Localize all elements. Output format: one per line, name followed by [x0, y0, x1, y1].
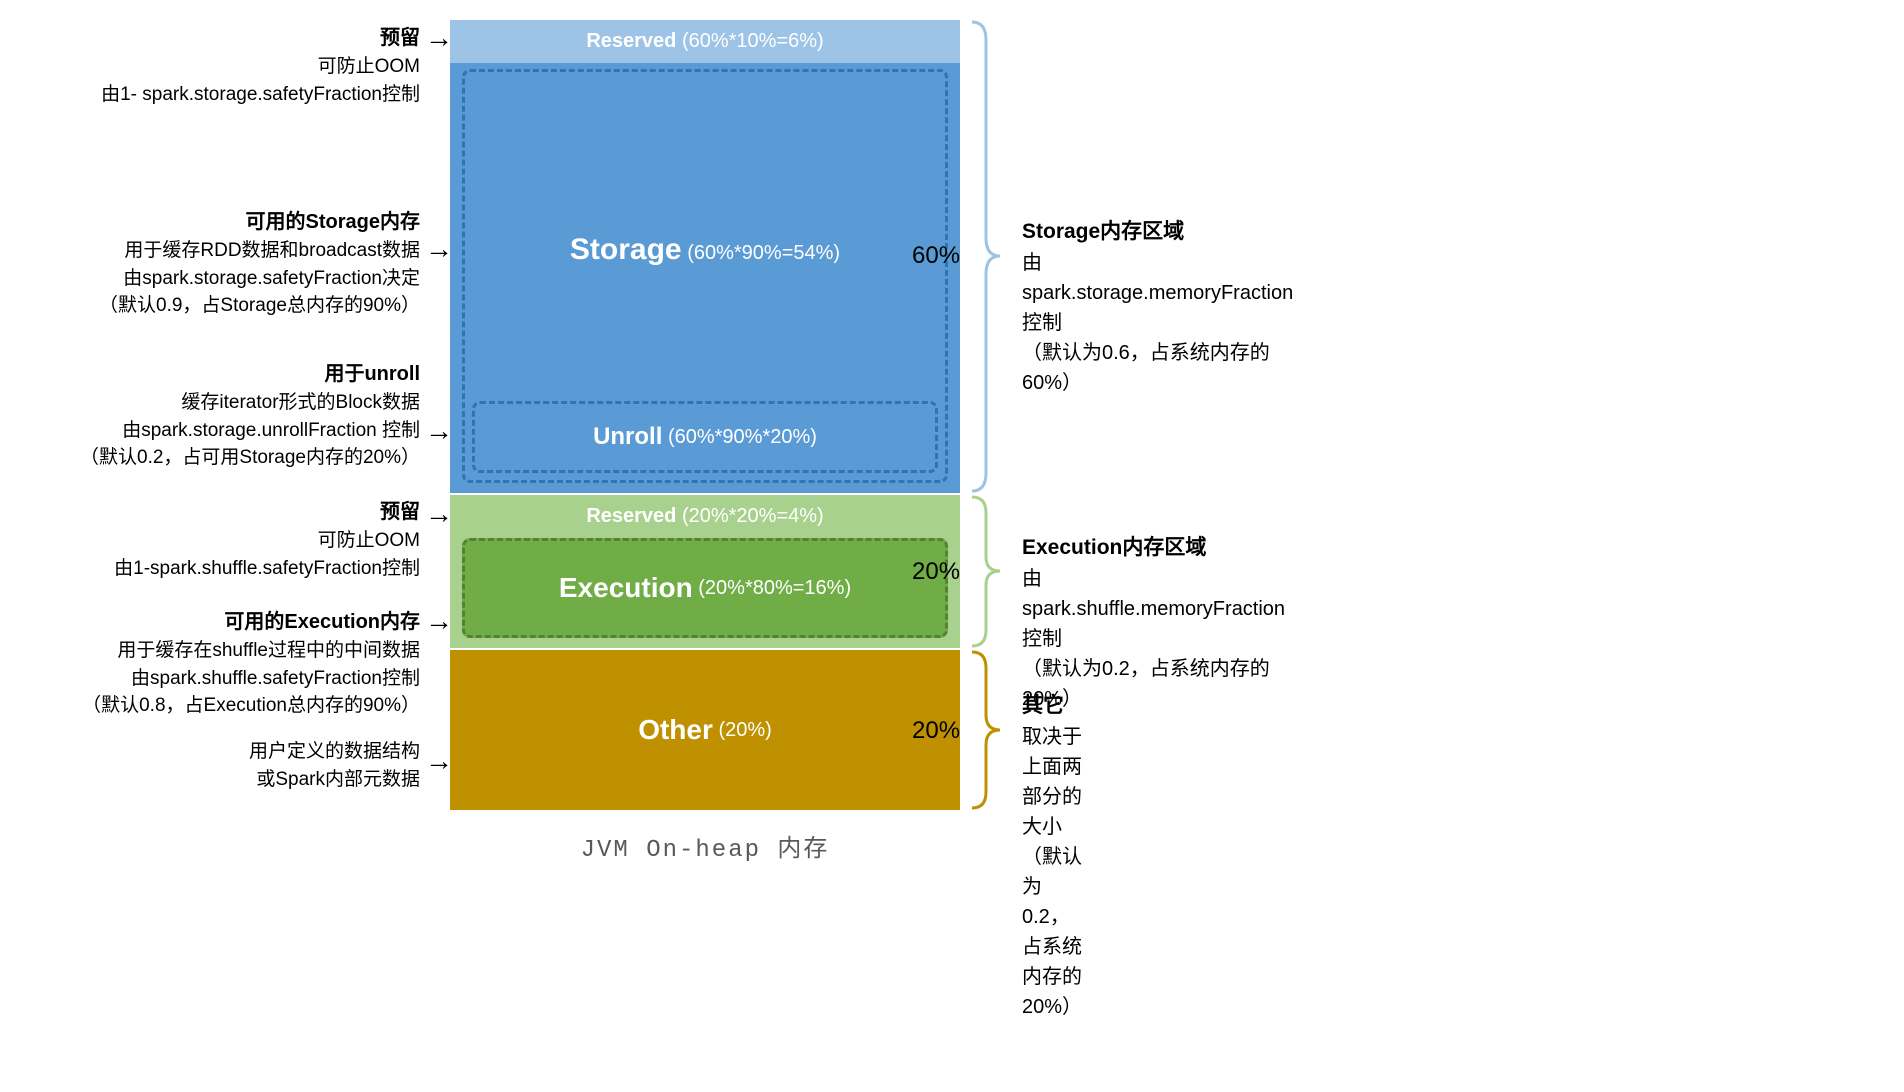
anno-line: 用于缓存RDD数据和broadcast数据: [99, 237, 420, 265]
anno-title: Execution内存区域: [1022, 532, 1285, 564]
anno-line: 可防止OOM: [114, 527, 420, 555]
anno-line: 由1-spark.shuffle.safetyFraction控制: [114, 555, 420, 583]
block-label: Unroll: [593, 423, 662, 451]
anno-line: 由spark.storage.safetyFraction决定: [99, 265, 420, 293]
anno-storage-reserved: 预留 可防止OOM 由1- spark.storage.safetyFracti…: [101, 24, 420, 108]
arrow-icon: →: [425, 415, 453, 447]
right-anno-execution: Execution内存区域 由spark.shuffle.memoryFract…: [1022, 532, 1285, 714]
anno-line: （默认0.2，占可用Storage内存的20%）: [80, 444, 420, 472]
memory-diagram: Reserved (60%*10%=6%) Storage (60%*90%=5…: [450, 20, 960, 864]
storage-block: Storage (60%*90%=54%) Unroll (60%*90%*20…: [450, 63, 960, 493]
anno-line: （默认为0.2，占系统内存的20%）: [1022, 842, 1082, 1022]
anno-line: （默认为0.6，占系统内存的60%）: [1022, 338, 1293, 398]
unroll-block: Unroll (60%*90%*20%): [472, 401, 938, 473]
brace-execution: [970, 495, 1000, 648]
pct-storage: 60%: [912, 242, 960, 270]
block-calc: (20%*80%=16%): [698, 577, 851, 600]
anno-title: 可用的Execution内存: [82, 608, 420, 637]
anno-line: 由1- spark.storage.safetyFraction控制: [101, 81, 420, 109]
anno-line: 或Spark内部元数据: [249, 766, 420, 794]
arrow-icon: →: [425, 605, 453, 637]
arrow-icon: →: [425, 233, 453, 265]
anno-exec-reserved: 预留 可防止OOM 由1-spark.shuffle.safetyFractio…: [114, 498, 420, 582]
exec-reserved-block: Reserved (20%*20%=4%): [450, 495, 960, 538]
anno-title: 可用的Storage内存: [99, 208, 420, 237]
right-anno-other: 其它 取决于上面两部分的大小 （默认为0.2，占系统内存的20%）: [1022, 690, 1082, 1022]
block-label: Storage: [570, 233, 682, 266]
pct-execution: 20%: [912, 558, 960, 586]
arrow-icon: →: [425, 22, 453, 54]
anno-other: 用户定义的数据结构 或Spark内部元数据: [249, 738, 420, 793]
arrow-icon: →: [425, 498, 453, 530]
other-block: Other (20%): [450, 650, 960, 810]
anno-line: 缓存iterator形式的Block数据: [80, 389, 420, 417]
anno-line: 由spark.shuffle.safetyFraction控制: [82, 665, 420, 693]
pct-other: 20%: [912, 717, 960, 745]
right-anno-storage: Storage内存区域 由spark.storage.memoryFractio…: [1022, 216, 1293, 398]
anno-title: 用于unroll: [80, 360, 420, 389]
block-calc: (60%*10%=6%): [682, 30, 824, 52]
block-calc: (20%): [718, 719, 771, 742]
block-calc: (20%*20%=4%): [682, 505, 824, 527]
anno-exec-usable: 可用的Execution内存 用于缓存在shuffle过程中的中间数据 由spa…: [82, 608, 420, 720]
anno-line: 由spark.storage.unrollFraction 控制: [80, 417, 420, 445]
storage-text: Storage (60%*90%=54%): [450, 233, 960, 267]
anno-title: 其它: [1022, 690, 1082, 722]
block-label: Reserved: [586, 505, 676, 527]
anno-line: 用户定义的数据结构: [249, 738, 420, 766]
anno-line: 可防止OOM: [101, 53, 420, 81]
block-label: Reserved: [586, 30, 676, 52]
anno-unroll: 用于unroll 缓存iterator形式的Block数据 由spark.sto…: [80, 360, 420, 472]
block-calc: (60%*90%=54%): [687, 242, 840, 264]
arrow-icon: →: [425, 745, 453, 777]
diagram-caption: JVM On-heap 内存: [450, 828, 960, 864]
anno-line: （默认0.8，占Execution总内存的90%）: [82, 692, 420, 720]
anno-line: 由spark.shuffle.memoryFraction控制: [1022, 564, 1285, 654]
storage-reserved-block: Reserved (60%*10%=6%): [450, 20, 960, 63]
anno-line: （默认0.9，占Storage总内存的90%）: [99, 292, 420, 320]
anno-line: 用于缓存在shuffle过程中的中间数据: [82, 637, 420, 665]
execution-block: Execution (20%*80%=16%): [450, 538, 960, 648]
anno-title: 预留: [114, 498, 420, 527]
exec-dashed-box: Execution (20%*80%=16%): [462, 538, 948, 638]
block-label: Other: [638, 714, 713, 746]
anno-title: 预留: [101, 24, 420, 53]
brace-other: [970, 650, 1000, 810]
block-label: Execution: [559, 572, 693, 604]
anno-line: 取决于上面两部分的大小: [1022, 722, 1082, 842]
anno-line: 由spark.storage.memoryFraction控制: [1022, 248, 1293, 338]
block-calc: (60%*90%*20%): [668, 426, 817, 449]
anno-storage-usable: 可用的Storage内存 用于缓存RDD数据和broadcast数据 由spar…: [99, 208, 420, 320]
anno-title: Storage内存区域: [1022, 216, 1293, 248]
brace-storage: [970, 20, 1000, 493]
